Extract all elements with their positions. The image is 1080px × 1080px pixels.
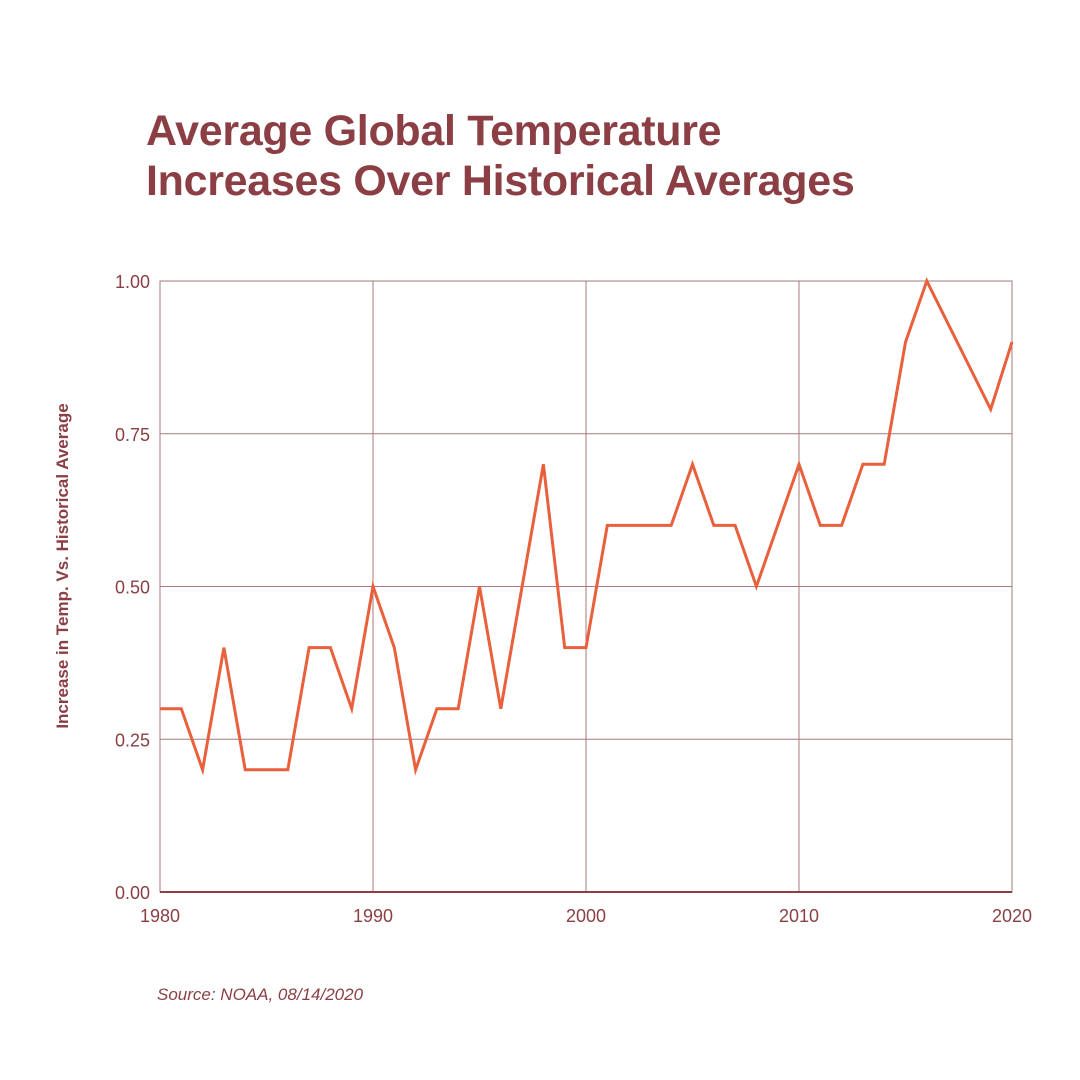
y-tick-label: 0.50 xyxy=(115,578,150,598)
chart-grid xyxy=(159,280,1013,893)
chart-series xyxy=(160,277,1014,776)
x-tick-label: 1980 xyxy=(140,906,180,926)
y-tick-label: 0.00 xyxy=(115,883,150,903)
y-tick-label: 1.00 xyxy=(115,272,150,292)
y-tick-label: 0.25 xyxy=(115,730,150,750)
x-tick-label: 2010 xyxy=(779,906,819,926)
series-line xyxy=(160,277,1014,776)
chart-title-line-1: Average Global Temperature xyxy=(146,107,722,155)
source-note: Source: NOAA, 08/14/2020 xyxy=(157,985,364,1004)
y-tick-label: 0.75 xyxy=(115,425,150,445)
x-tick-label: 2020 xyxy=(992,906,1032,926)
x-tick-label: 1990 xyxy=(353,906,393,926)
chart-title: Average Global Temperature Increases Ove… xyxy=(146,106,855,206)
y-axis-ticks: 0.00 0.25 0.50 0.75 1.00 xyxy=(115,272,150,903)
y-axis-label: Increase in Temp. Vs. Historical Average xyxy=(53,403,72,728)
x-tick-label: 2000 xyxy=(566,906,606,926)
chart-title-line-2: Increases Over Historical Averages xyxy=(146,157,855,205)
x-axis-ticks: 1980 1990 2000 2010 2020 xyxy=(140,906,1032,926)
